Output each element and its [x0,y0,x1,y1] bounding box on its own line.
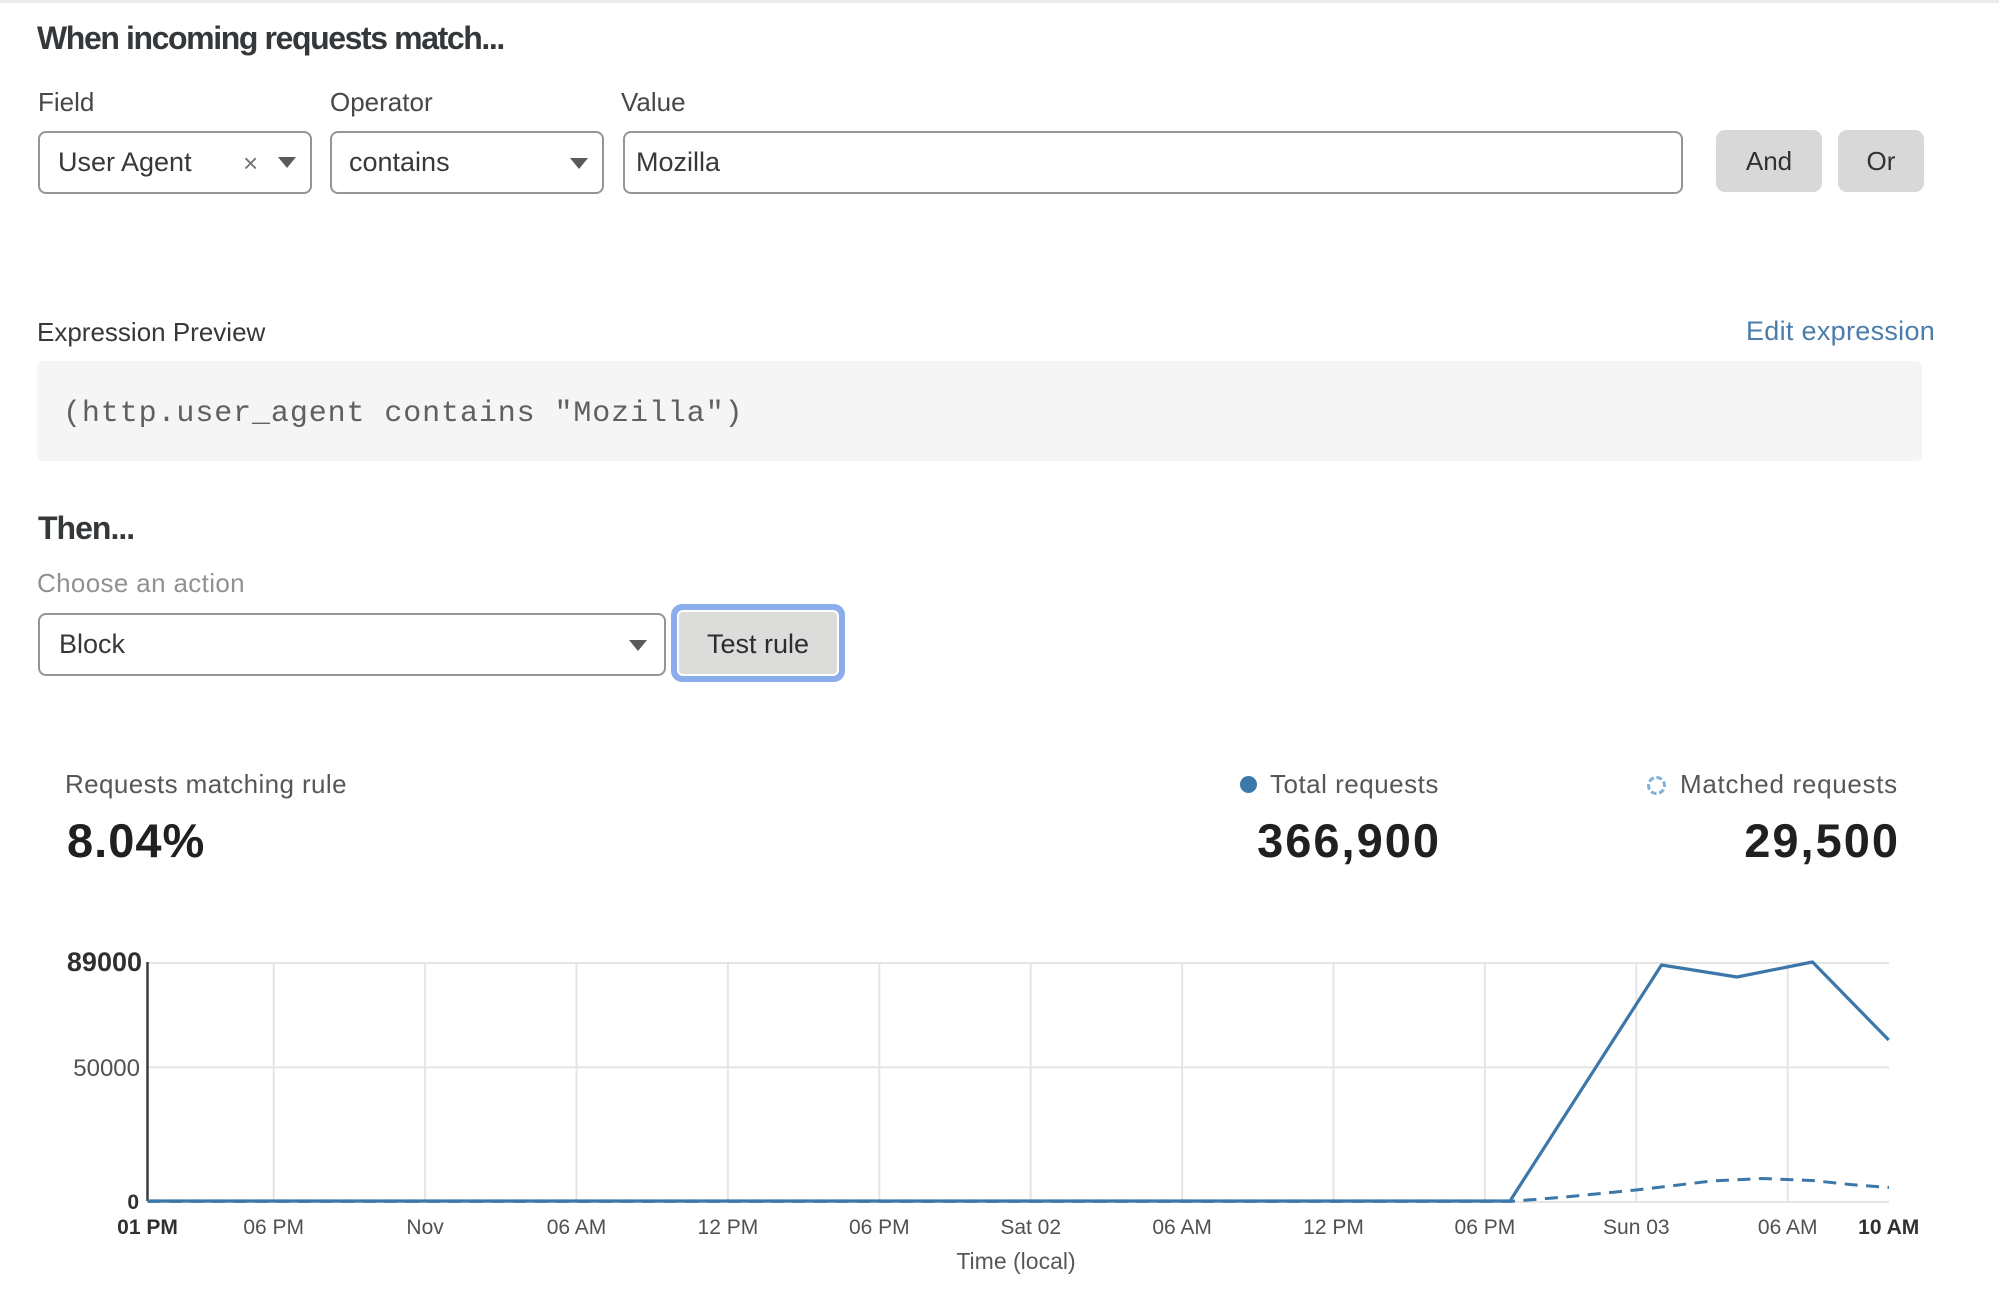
svg-text:Sat 02: Sat 02 [1000,1216,1061,1239]
svg-text:89000: 89000 [67,947,142,977]
svg-text:10 AM: 10 AM [1858,1216,1919,1239]
svg-text:06 PM: 06 PM [243,1216,304,1239]
svg-text:Time (local): Time (local) [956,1248,1075,1274]
svg-text:06 PM: 06 PM [849,1216,910,1239]
svg-text:0: 0 [127,1191,139,1214]
svg-text:Sun 03: Sun 03 [1603,1216,1670,1239]
svg-text:06 PM: 06 PM [1455,1216,1516,1239]
svg-text:01 PM: 01 PM [117,1216,178,1239]
svg-text:06 AM: 06 AM [1152,1216,1212,1239]
svg-text:12 PM: 12 PM [1303,1216,1364,1239]
svg-text:06 AM: 06 AM [547,1216,607,1239]
svg-text:12 PM: 12 PM [698,1216,759,1239]
svg-text:06 AM: 06 AM [1758,1216,1818,1239]
svg-text:50000: 50000 [73,1055,140,1082]
svg-text:Nov: Nov [406,1216,444,1239]
